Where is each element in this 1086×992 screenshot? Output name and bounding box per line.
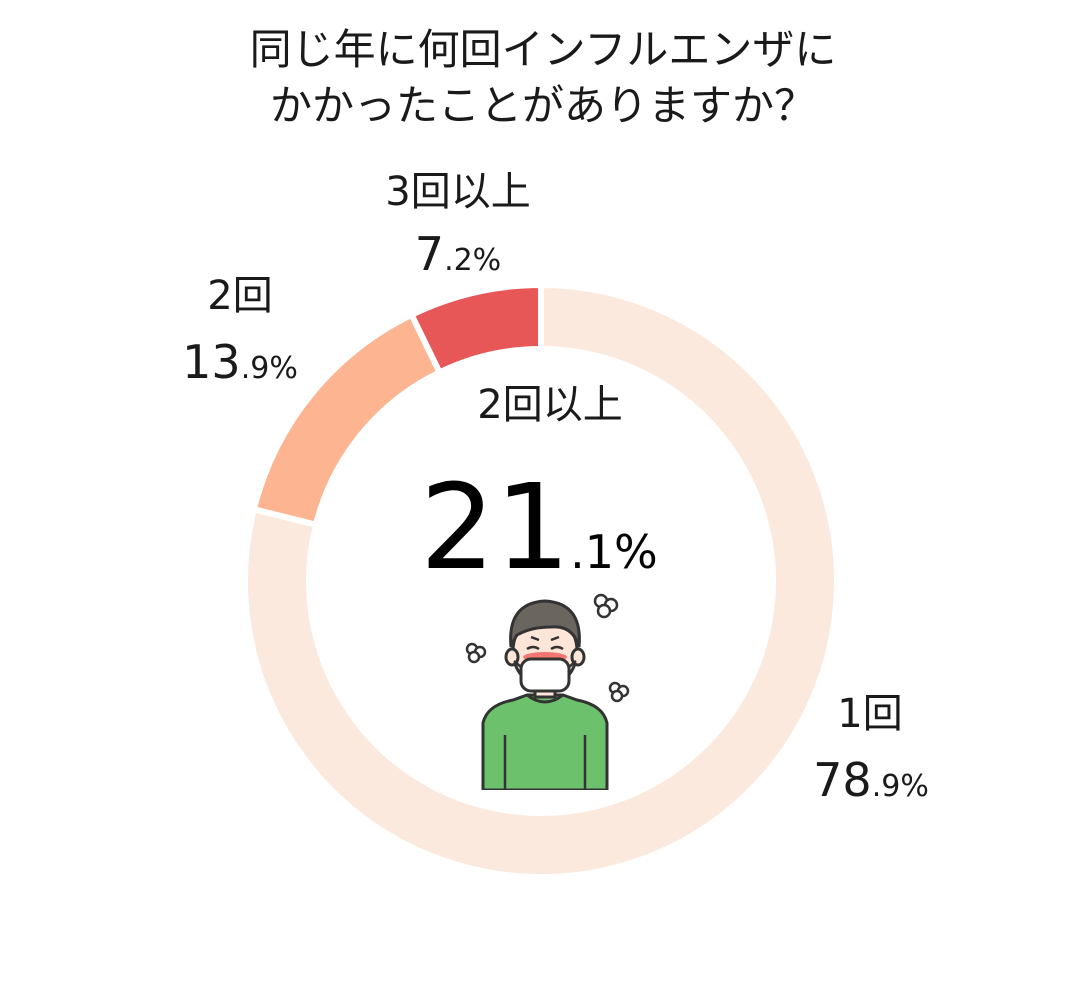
- donut-slice-3: [407, 281, 544, 377]
- label-percent-2-int: 13: [182, 335, 241, 389]
- hair: [509, 599, 581, 648]
- label-category-3plus: 3回以上: [385, 169, 531, 215]
- face-mask: [519, 657, 571, 693]
- center-value-dec: .1%: [570, 525, 658, 579]
- label-percent-3plus-dec: .2%: [444, 243, 502, 278]
- center-value-int: 21: [420, 458, 571, 596]
- label-percent-2: 13.9%: [160, 336, 320, 395]
- sick-person-with-mask-icon: [465, 593, 630, 790]
- donut-slice-1: [242, 281, 840, 880]
- label-category-2: 2回: [207, 273, 273, 319]
- center-value: 21.1%: [420, 462, 658, 617]
- label-percent-1-dec: .9%: [871, 769, 929, 804]
- chart-title-line-2: かかったことがありますか？: [269, 81, 816, 130]
- label-percent-3plus-int: 7: [414, 227, 445, 281]
- label-percent-1: 78.9%: [786, 754, 956, 813]
- label-percent-3plus: 7.2%: [388, 228, 528, 287]
- steam-puff-icons: [465, 593, 630, 703]
- shirt: [481, 693, 609, 790]
- label-percent-1-int: 78: [813, 753, 872, 807]
- label-category-1: 1回: [837, 691, 903, 737]
- center-label: 2回以上: [477, 382, 623, 428]
- label-percent-2-dec: .9%: [240, 351, 298, 386]
- chart-title-line-1: 同じ年に何回インフルエンザに: [249, 25, 837, 74]
